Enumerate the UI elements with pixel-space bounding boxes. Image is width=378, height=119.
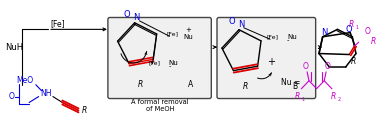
Text: N: N (133, 13, 140, 22)
Text: N: N (321, 28, 328, 37)
Text: N: N (238, 20, 244, 29)
Text: R: R (349, 20, 354, 29)
Text: Nu: Nu (287, 34, 297, 40)
Text: O: O (325, 62, 331, 71)
Text: R: R (295, 92, 300, 101)
Text: R: R (331, 92, 336, 101)
Text: O: O (365, 27, 371, 36)
Text: A: A (188, 80, 193, 89)
Text: O: O (124, 10, 130, 19)
FancyBboxPatch shape (217, 17, 316, 99)
Text: of MeOH: of MeOH (146, 106, 174, 112)
Text: Nu: Nu (184, 34, 194, 40)
FancyBboxPatch shape (108, 17, 211, 99)
Text: A formal removal: A formal removal (131, 99, 189, 105)
Text: -: - (168, 63, 171, 69)
Text: O: O (8, 92, 14, 101)
Text: R: R (350, 57, 356, 66)
Text: +: + (186, 27, 192, 33)
Text: R: R (371, 37, 376, 46)
Text: [Fe]: [Fe] (267, 35, 279, 40)
Text: R: R (138, 80, 143, 89)
Text: Nu: Nu (169, 60, 178, 66)
Text: [Fe]: [Fe] (149, 60, 160, 65)
Text: B: B (292, 82, 297, 91)
Text: +: + (267, 57, 275, 67)
Text: Nu =: Nu = (280, 78, 300, 87)
Text: NH: NH (40, 89, 52, 98)
Text: NuH: NuH (5, 43, 23, 52)
Text: 2: 2 (338, 97, 341, 102)
Text: MeO: MeO (16, 76, 33, 85)
Text: [Fe]: [Fe] (50, 19, 65, 28)
Text: 1: 1 (355, 25, 358, 30)
Text: 1: 1 (302, 97, 305, 102)
Text: O: O (302, 62, 308, 71)
Text: O: O (228, 17, 235, 26)
Text: [Fe]: [Fe] (166, 32, 178, 37)
Text: R: R (243, 82, 248, 91)
Text: O: O (345, 25, 352, 34)
Text: -: - (287, 37, 290, 43)
Text: R: R (82, 106, 87, 115)
